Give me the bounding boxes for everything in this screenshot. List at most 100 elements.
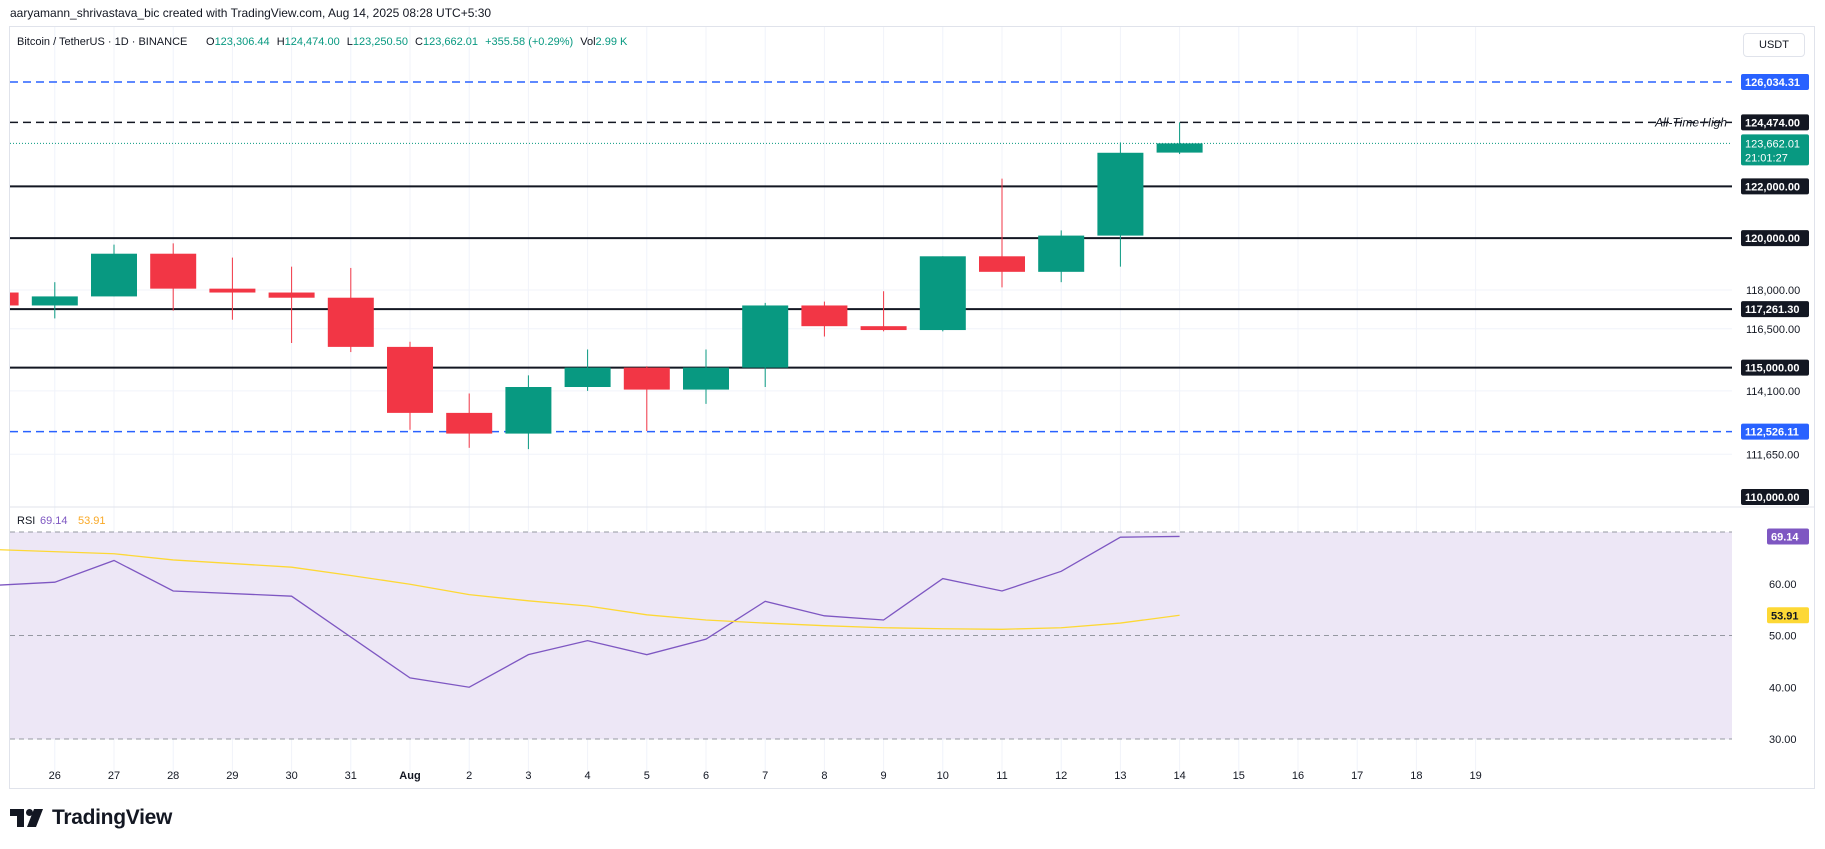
time-tick-label: 17 [1351, 770, 1363, 782]
candle-body [742, 305, 789, 368]
candle-body [31, 296, 78, 306]
rsi-pane [0, 531, 1732, 740]
level-label-box [1741, 230, 1809, 247]
time-tick-label: 30 [285, 770, 297, 782]
candle [919, 256, 966, 332]
time-tick-label: 5 [644, 770, 650, 782]
candle [31, 282, 78, 319]
level-label: 120,000.00 [1745, 233, 1800, 245]
candle [1097, 142, 1144, 267]
time-tick-label: 3 [525, 770, 531, 782]
level-annotation: All-Time High [1654, 115, 1727, 129]
rsi-series-line [0, 535, 1180, 688]
candle-body [10, 292, 19, 306]
level-label-box [1741, 359, 1809, 376]
candle-body [860, 326, 907, 331]
level-label-box [1741, 301, 1809, 318]
candles [10, 122, 1203, 450]
candle-body [209, 288, 256, 293]
time-tick-label: 18 [1410, 770, 1422, 782]
level-label: 124,474.00 [1745, 117, 1800, 129]
rsi-value-label: 53.91 [1771, 610, 1799, 622]
candle [209, 257, 256, 320]
price-tick-label: 116,500.00 [1746, 324, 1800, 336]
candle-body [683, 367, 729, 390]
candle [91, 244, 137, 297]
price-tick-label: 111,650.00 [1746, 449, 1799, 461]
candle [683, 349, 729, 404]
candle [150, 243, 197, 311]
candle [446, 393, 493, 448]
candle-body [623, 367, 670, 390]
price-tick-label: 114,100.00 [1746, 386, 1800, 398]
rsi-tick-label: 40.00 [1769, 682, 1797, 694]
time-tick-label: 13 [1114, 770, 1126, 782]
candle-body [801, 305, 848, 327]
candle [742, 302, 789, 388]
tradingview-logo-icon [10, 809, 43, 827]
candle [860, 291, 907, 332]
symbol-title: Bitcoin / TetherUS · 1D · BINANCE [17, 36, 187, 48]
candle [505, 375, 552, 450]
candle-body [268, 292, 315, 298]
chart-frame [9, 26, 1815, 789]
candle-body [387, 346, 433, 413]
last-price-label: 123,662.01 [1745, 138, 1800, 150]
candle-body [564, 367, 611, 388]
time-tick-label: 2 [466, 770, 472, 782]
candle-body [505, 387, 552, 434]
level-label: 122,000.00 [1745, 181, 1800, 193]
tradingview-brand[interactable]: TradingView [10, 806, 172, 830]
candle [268, 266, 315, 344]
time-tick-label: 19 [1469, 770, 1481, 782]
time-tick-label: 31 [345, 770, 357, 782]
candle-body [979, 256, 1025, 272]
rsi-value-readout: 69.14 [40, 515, 68, 527]
candle-body [446, 412, 493, 434]
time-tick-label: 26 [49, 770, 61, 782]
price-axis: 118,000.00 116,500.00 114,100.00 111,650.00… [1741, 74, 1809, 746]
time-tick-label: 28 [167, 770, 179, 782]
rsi-ma-value-readout: 53.91 [78, 515, 106, 527]
ohlc-readout: O123,306.44 H124,474.00 L123,250.50 C123… [206, 36, 628, 48]
price-tick-label: 118,000.00 [1746, 285, 1800, 297]
brand-name: TradingView [52, 806, 173, 829]
time-tick-label: 4 [585, 770, 591, 782]
candle-body [1097, 152, 1144, 236]
rsi-value-label: 69.14 [1771, 531, 1799, 543]
rsi-tick-label: 50.00 [1769, 631, 1797, 643]
time-tick-label: 9 [881, 770, 887, 782]
candle [10, 292, 19, 306]
time-tick-label: 27 [108, 770, 120, 782]
level-label: 117,261.30 [1745, 304, 1799, 316]
time-tick-label: 11 [996, 770, 1007, 782]
time-tick-label: 16 [1292, 770, 1304, 782]
time-tick-label: 12 [1055, 770, 1067, 782]
time-tick-label: 8 [821, 770, 827, 782]
candle [801, 301, 848, 337]
candle [387, 341, 433, 430]
rsi-tick-label: 60.00 [1769, 579, 1797, 591]
candle-body [1156, 143, 1203, 153]
candle-body [327, 297, 374, 347]
time-tick-label: 7 [762, 770, 768, 782]
chart-credit: aaryamann_shrivastava_bic created with T… [10, 6, 492, 20]
candle [1038, 230, 1085, 283]
level-label-box [1741, 178, 1809, 195]
level-label-box [1741, 114, 1809, 131]
time-tick-label: Aug [399, 770, 420, 782]
candle [564, 349, 611, 391]
level-label: 112,526.11 [1745, 427, 1799, 439]
candle-body [91, 253, 137, 297]
time-tick-label: 29 [226, 770, 238, 782]
countdown-label: 21:01:27 [1745, 152, 1788, 164]
rsi-title: RSI [17, 515, 35, 527]
time-axis: 26 27 28 29 30 31 Aug 2 3 4 5 6 7 8 9 10 11 12 13 14 15 16 17 1… [49, 770, 1482, 782]
rsi-series-line [0, 549, 1180, 630]
candle [979, 178, 1025, 288]
time-tick-label: 14 [1173, 770, 1185, 782]
candle [327, 267, 374, 353]
currency-button[interactable]: USDT [1743, 33, 1805, 57]
rsi-band [10, 532, 1732, 739]
